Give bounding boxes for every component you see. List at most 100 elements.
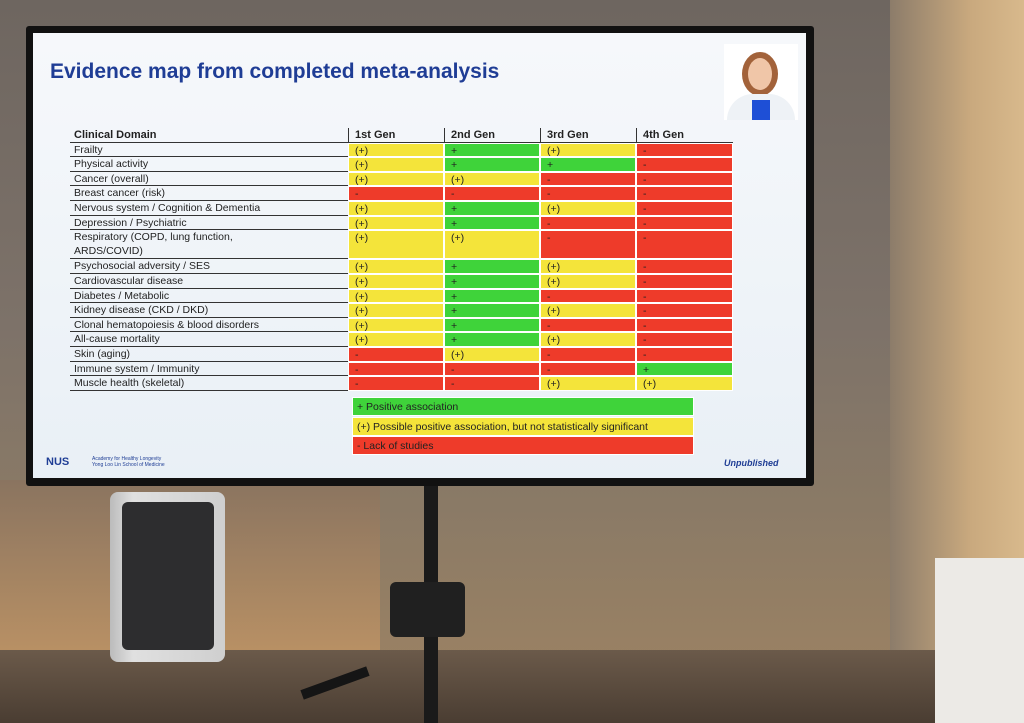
evidence-cell: (+): [540, 142, 636, 158]
evidence-cell: (+): [348, 303, 444, 318]
evidence-cell: (+): [348, 274, 444, 289]
evidence-cell: -: [540, 317, 636, 333]
table-header: Clinical Domain: [70, 128, 348, 143]
evidence-cell: (+): [540, 274, 636, 289]
evidence-cell: (+): [444, 347, 540, 362]
domain-cell: Nervous system / Cognition & Dementia: [70, 201, 348, 216]
evidence-cell: -: [636, 288, 733, 304]
domain-cell: Diabetes / Metabolic: [70, 289, 348, 304]
evidence-cell: (+): [348, 201, 444, 216]
evidence-cell: (+): [540, 332, 636, 347]
evidence-cell: +: [636, 361, 733, 377]
evidence-cell: -: [348, 347, 444, 362]
evidence-cell: (+): [348, 230, 444, 260]
evidence-cell: (+): [348, 259, 444, 274]
legend-item: (+) Possible positive association, but n…: [352, 416, 694, 436]
evidence-cell: +: [444, 332, 540, 347]
evidence-cell: -: [636, 171, 733, 187]
evidence-cell: -: [540, 288, 636, 304]
domain-cell: Cancer (overall): [70, 172, 348, 187]
table-header: 3rd Gen: [540, 128, 636, 143]
domain-cell: Breast cancer (risk): [70, 186, 348, 201]
domain-cell: Clonal hematopoiesis & blood disorders: [70, 318, 348, 333]
evidence-cell: +: [444, 215, 540, 231]
evidence-cell: -: [540, 361, 636, 377]
evidence-cell: +: [540, 157, 636, 172]
table-header: 1st Gen: [348, 128, 444, 143]
evidence-cell: -: [636, 230, 733, 260]
evidence-cell: +: [444, 317, 540, 333]
domain-cell: Depression / Psychiatric: [70, 216, 348, 231]
floor: [0, 650, 1024, 723]
evidence-cell: +: [444, 274, 540, 289]
evidence-cell: +: [444, 157, 540, 172]
domain-cell: Respiratory (COPD, lung function, ARDS/C…: [70, 230, 348, 260]
evidence-cell: (+): [444, 230, 540, 260]
domain-cell: Skin (aging): [70, 347, 348, 362]
evidence-cell: -: [540, 171, 636, 187]
evidence-cell: (+): [348, 215, 444, 231]
evidence-cell: (+): [348, 317, 444, 333]
domain-cell: Physical activity: [70, 157, 348, 172]
table-header: 2nd Gen: [444, 128, 540, 143]
evidence-cell: -: [636, 332, 733, 347]
side-table: [935, 558, 1024, 723]
evidence-cell: -: [540, 347, 636, 362]
evidence-cell: -: [348, 376, 444, 391]
evidence-cell: (+): [540, 376, 636, 391]
evidence-cell: -: [444, 376, 540, 391]
evidence-cell: (+): [540, 201, 636, 216]
evidence-cell: -: [636, 142, 733, 158]
evidence-cell: -: [348, 361, 444, 377]
legend-item: - Lack of studies: [352, 436, 694, 455]
domain-cell: Cardiovascular disease: [70, 274, 348, 289]
evidence-cell: -: [540, 186, 636, 201]
domain-cell: Frailty: [70, 143, 348, 158]
evidence-cell: (+): [636, 376, 733, 391]
domain-cell: All-cause mortality: [70, 332, 348, 347]
logo: NUS: [46, 456, 70, 468]
evidence-cell: +: [444, 259, 540, 274]
evidence-cell: -: [636, 303, 733, 318]
evidence-cell: (+): [444, 171, 540, 187]
evidence-cell: -: [636, 186, 733, 201]
evidence-cell: -: [444, 361, 540, 377]
evidence-cell: (+): [540, 303, 636, 318]
institution-name: Academy for Healthy Longevity: [92, 456, 162, 462]
evidence-cell: -: [636, 201, 733, 216]
legend-item: + Positive association: [352, 397, 694, 416]
evidence-cell: +: [444, 142, 540, 158]
evidence-cell: -: [636, 157, 733, 172]
evidence-cell: +: [444, 303, 540, 318]
table-header: 4th Gen: [636, 128, 733, 143]
photo-shirt: [752, 100, 770, 120]
evidence-cell: -: [636, 274, 733, 289]
domain-cell: Immune system / Immunity: [70, 362, 348, 377]
evidence-cell: (+): [348, 332, 444, 347]
speaker-grille: [122, 502, 214, 650]
stand-clamp: [390, 582, 465, 637]
evidence-cell: -: [540, 215, 636, 231]
evidence-cell: -: [636, 317, 733, 333]
footer-note: Unpublished: [724, 458, 779, 468]
evidence-cell: -: [636, 215, 733, 231]
domain-cell: Kidney disease (CKD / DKD): [70, 303, 348, 318]
evidence-cell: (+): [348, 171, 444, 187]
evidence-cell: (+): [348, 288, 444, 304]
slide-title: Evidence map from completed meta-analysi…: [50, 60, 500, 83]
evidence-cell: -: [444, 186, 540, 201]
institution: Academy for Healthy Longevity Yong Loo Li…: [92, 456, 165, 468]
school-name: Yong Loo Lin School of Medicine: [92, 462, 165, 468]
evidence-cell: +: [444, 288, 540, 304]
evidence-cell: (+): [540, 259, 636, 274]
photo-face: [748, 58, 772, 90]
evidence-cell: +: [444, 201, 540, 216]
evidence-cell: -: [348, 186, 444, 201]
evidence-cell: (+): [348, 142, 444, 158]
evidence-cell: (+): [348, 157, 444, 172]
evidence-cell: -: [636, 259, 733, 274]
evidence-cell: -: [636, 347, 733, 362]
domain-cell: Muscle health (skeletal): [70, 376, 348, 391]
evidence-cell: -: [540, 230, 636, 260]
